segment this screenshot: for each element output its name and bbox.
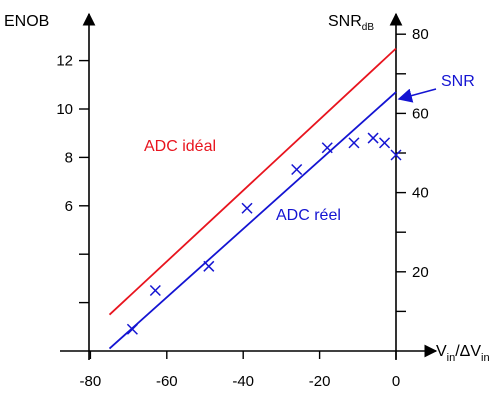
series-line-1 xyxy=(108,91,397,350)
snr-tick-label: 20 xyxy=(412,264,429,281)
x-axis-title-sub2: in xyxy=(481,352,490,364)
x-tick-label: -60 xyxy=(156,373,178,390)
label-adc-ideal: ADC idéal xyxy=(144,138,216,155)
snr-tick-label: 40 xyxy=(412,185,429,202)
enob-tick-label: 6 xyxy=(65,198,73,215)
enob-tick-label: 8 xyxy=(65,149,73,166)
data-point-marker xyxy=(126,323,138,335)
x-axis-title-main: V xyxy=(436,343,447,360)
data-point-marker xyxy=(203,260,215,272)
x-tick-label: -80 xyxy=(80,373,102,390)
x-tick-label: -40 xyxy=(232,373,254,390)
series-line-0 xyxy=(108,47,397,316)
x-axis-title-mid: /ΔV xyxy=(455,343,481,360)
left-axis-title: ENOB xyxy=(4,13,49,30)
snr-tick-label: 80 xyxy=(412,26,429,43)
data-point-marker xyxy=(390,149,402,161)
right-axis-title-main: SNR xyxy=(328,13,362,30)
right-axis-title: SNRdB xyxy=(328,13,374,33)
label-adc-reel: ADC réel xyxy=(276,207,341,224)
snr-arrow xyxy=(397,88,437,103)
data-point-marker xyxy=(291,163,303,176)
x-tick-label: -20 xyxy=(309,373,331,390)
data-point-marker xyxy=(348,137,360,149)
x-axis-title-sub1: in xyxy=(447,352,456,364)
data-point-marker xyxy=(379,137,391,149)
data-point-marker xyxy=(367,132,379,144)
enob-tick-label: 12 xyxy=(56,53,73,70)
snr-tick-label: 60 xyxy=(412,105,429,122)
data-point-marker xyxy=(241,202,253,214)
x-tick-label: 0 xyxy=(392,373,400,390)
data-point-marker xyxy=(149,284,161,297)
enob-tick-label: 10 xyxy=(56,101,73,118)
right-axis-title-sub: dB xyxy=(362,22,375,33)
x-axis-title: Vin/ΔVin xyxy=(436,343,490,364)
label-snr: SNR xyxy=(441,73,475,90)
data-point-marker xyxy=(321,142,333,154)
